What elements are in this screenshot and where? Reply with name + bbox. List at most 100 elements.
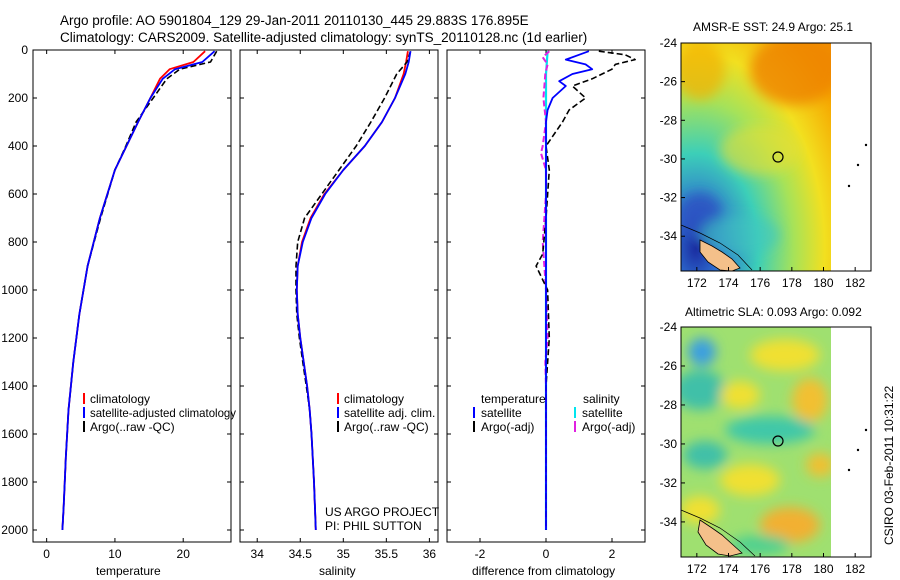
sla-map-frame — [680, 326, 872, 558]
project-label: US ARGO PROJECT — [325, 505, 440, 519]
lat-tick-label: -24 — [660, 36, 678, 50]
legend-label-argo: Argo(..raw -QC) — [344, 420, 429, 434]
series-temperature-satellite — [545, 50, 594, 530]
legend-temperature-header: temperature — [481, 392, 546, 406]
salinity-panel: 34 34.5 35 35.5 36 salinity climatology sate… — [239, 49, 440, 578]
x-tick-label: 20 — [177, 547, 191, 561]
salinity-series — [295, 50, 412, 531]
island-dot — [864, 428, 868, 432]
x-tick-label: 35 — [337, 547, 351, 561]
island-dot — [856, 163, 860, 167]
legend-label-sal-argo: Argo(-adj) — [582, 420, 635, 434]
lon-tick-label: 172 — [687, 276, 707, 290]
lon-tick-label: 178 — [782, 562, 802, 576]
x-tick-label: 2 — [609, 547, 616, 561]
sla-map-title: Altimetric SLA: 0.093 Argo: 0.092 — [685, 305, 862, 319]
lon-tick-label: 174 — [718, 276, 738, 290]
lat-tick-label: -34 — [660, 229, 678, 243]
x-tick-label: 35.5 — [375, 547, 399, 561]
x-tick-label: 0 — [43, 547, 50, 561]
new-zealand-coastline — [699, 239, 741, 272]
lon-tick-label: 172 — [687, 562, 707, 576]
x-tick-label: 34 — [251, 547, 265, 561]
depth-tick-labels: 0 200 400 600 800 1000 1200 1400 1600 1800 2000 — [1, 43, 645, 537]
lon-tick-label: 176 — [750, 562, 770, 576]
bathymetry-contour — [680, 224, 753, 271]
lat-tick-label: -34 — [660, 515, 678, 529]
sst-map-frame — [680, 42, 872, 272]
difference-series — [535, 50, 636, 530]
sst-map-title: AMSR-E SST: 24.9 Argo: 25.1 — [693, 20, 853, 34]
lat-tick-label: -32 — [660, 476, 678, 490]
depth-tick-label: 2000 — [1, 523, 28, 537]
temperature-series — [61, 50, 218, 531]
temperature-legend: climatology satellite-adjusted climatolo… — [83, 392, 236, 434]
lat-tick-label: -26 — [660, 75, 678, 89]
sst-map-tick-labels: 172 174 176 178 180 182 -24 -26 -28 -30 -32 -34 — [660, 36, 866, 290]
series-salinity-argo — [540, 50, 550, 530]
lon-tick-label: 176 — [750, 276, 770, 290]
depth-tick-label: 1600 — [1, 427, 28, 441]
lat-tick-label: -32 — [660, 191, 678, 205]
depth-tick-label: 0 — [21, 43, 28, 57]
lat-tick-label: -30 — [660, 437, 678, 451]
sla-map-panel: Altimetric SLA: 0.093 Argo: 0.092 — [660, 305, 872, 576]
x-tick-label: 36 — [423, 547, 437, 561]
legend-label-argo: Argo(..raw -QC) — [90, 420, 175, 434]
lat-tick-label: -24 — [660, 320, 678, 334]
sst-map-field — [681, 43, 831, 271]
x-tick-label: -2 — [475, 547, 486, 561]
sst-map-panel: AMSR-E SST: 24.9 Argo: 25.1 172 174 176 178… — [660, 20, 872, 290]
difference-legend: temperature salinity satellite Argo(-adj… — [473, 392, 635, 434]
difference-panel: -2 0 2 difference from climatology tempera… — [446, 49, 646, 578]
depth-tick-label: 400 — [8, 139, 28, 153]
island-dot — [847, 184, 851, 188]
figure-title-line2: Climatology: CARS2009. Satellite-adjuste… — [60, 30, 587, 45]
lon-tick-label: 180 — [813, 562, 833, 576]
lon-tick-label: 182 — [845, 562, 865, 576]
series-temperature-argo — [535, 50, 636, 530]
legend-label-climatology: climatology — [90, 392, 150, 406]
lat-tick-label: -30 — [660, 152, 678, 166]
legend-label-satellite: satellite-adjusted climatology — [90, 406, 236, 420]
legend-salinity-header: salinity — [583, 392, 620, 406]
x-tick-label: 10 — [108, 547, 122, 561]
salinity-tick-labels: 34 34.5 35 35.5 36 — [251, 50, 437, 561]
lat-tick-label: -28 — [660, 113, 678, 127]
depth-tick-label: 1200 — [1, 331, 28, 345]
temperature-axes-box — [32, 49, 232, 543]
salinity-xlabel: salinity — [319, 564, 356, 578]
new-zealand-coastline — [697, 519, 743, 557]
depth-tick-label: 1400 — [1, 379, 28, 393]
x-tick-label: 34.5 — [289, 547, 313, 561]
legend-label-sal-satellite: satellite — [582, 406, 623, 420]
lon-tick-label: 182 — [845, 276, 865, 290]
argo-float-marker — [772, 151, 784, 163]
salinity-legend: climatology satellite adj. clim. Argo(..… — [337, 392, 435, 434]
legend-label-satellite: satellite adj. clim. — [344, 406, 435, 420]
lon-tick-label: 180 — [813, 276, 833, 290]
lon-tick-label: 174 — [718, 562, 738, 576]
pi-label: PI: PHIL SUTTON — [325, 519, 422, 533]
bathymetry-contour — [680, 509, 756, 557]
depth-tick-label: 600 — [8, 187, 28, 201]
legend-label-temp-argo: Argo(-adj) — [481, 420, 534, 434]
argo-float-marker — [772, 435, 784, 447]
x-tick-label: 0 — [543, 547, 550, 561]
difference-xlabel: difference from climatology — [472, 564, 615, 578]
island-dot — [856, 448, 860, 452]
depth-tick-label: 200 — [8, 91, 28, 105]
depth-tick-label: 1000 — [1, 283, 28, 297]
depth-tick-label: 800 — [8, 235, 28, 249]
island-dot — [847, 468, 851, 472]
lat-tick-label: -28 — [660, 398, 678, 412]
figure-title-line1: Argo profile: AO 5901804_129 29-Jan-2011… — [60, 13, 529, 28]
sla-map-field — [681, 327, 831, 557]
lat-tick-label: -26 — [660, 359, 678, 373]
series-satellite — [295, 51, 412, 531]
legend-label-climatology: climatology — [344, 392, 404, 406]
lon-tick-label: 178 — [782, 276, 802, 290]
salinity-axes-box — [239, 49, 439, 543]
temperature-xlabel: temperature — [96, 564, 161, 578]
